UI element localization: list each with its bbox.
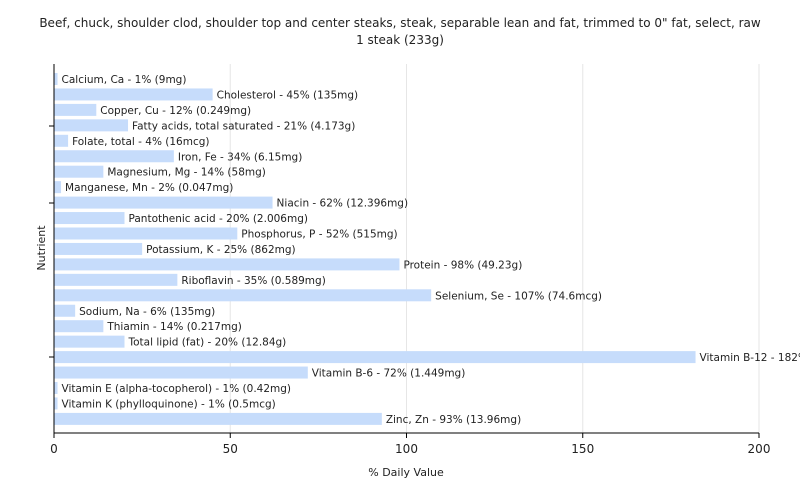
- bar-label: Total lipid (fat) - 20% (12.84g): [128, 337, 287, 349]
- bar: [54, 119, 129, 132]
- chart-title: Beef, chuck, shoulder clod, shoulder top…: [39, 16, 761, 30]
- bar: [54, 212, 125, 225]
- bar-label: Vitamin E (alpha-tocopherol) - 1% (0.42m…: [62, 383, 292, 395]
- bar-label: Phosphorus, P - 52% (515mg): [241, 229, 397, 241]
- bar-label: Potassium, K - 25% (862mg): [146, 244, 296, 256]
- grid-lines: [229, 64, 760, 433]
- bar: [54, 258, 400, 271]
- bar-label: Thiamin - 14% (0.217mg): [106, 321, 242, 333]
- bar: [54, 150, 174, 163]
- bar-label: Vitamin K (phylloquinone) - 1% (0.5mcg): [62, 398, 276, 410]
- bar: [54, 304, 76, 317]
- bar-label: Folate, total - 4% (16mcg): [72, 136, 209, 148]
- bar-label: Fatty acids, total saturated - 21% (4.17…: [132, 120, 355, 132]
- bar-label: Niacin - 62% (12.396mg): [277, 198, 409, 210]
- bar: [54, 196, 273, 209]
- bar: [54, 134, 69, 147]
- x-tick-label: 100: [395, 442, 418, 456]
- bar-label: Cholesterol - 45% (135mg): [217, 89, 359, 101]
- bar: [54, 181, 62, 194]
- bar: [54, 289, 432, 302]
- bar: [54, 320, 104, 333]
- bar: [54, 382, 58, 394]
- bar-label: Calcium, Ca - 1% (9mg): [62, 74, 187, 86]
- x-axis-title: % Daily Value: [368, 466, 444, 479]
- chart-subtitle: 1 steak (233g): [356, 33, 444, 47]
- bar: [54, 351, 696, 364]
- bar-label: Manganese, Mn - 2% (0.047mg): [65, 182, 233, 194]
- bar-label: Vitamin B-6 - 72% (1.449mg): [312, 368, 466, 380]
- bar-label: Selenium, Se - 107% (74.6mcg): [435, 290, 602, 302]
- bar-label: Sodium, Na - 6% (135mg): [79, 306, 215, 318]
- bar-label: Copper, Cu - 12% (0.249mg): [100, 105, 251, 117]
- bar: [54, 242, 143, 255]
- bar-label: Magnesium, Mg - 14% (58mg): [107, 167, 266, 179]
- bar: [54, 397, 58, 410]
- bar-label: Pantothenic acid - 20% (2.006mg): [129, 213, 308, 225]
- bar: [54, 273, 178, 286]
- bar: [54, 412, 382, 425]
- bar-label: Riboflavin - 35% (0.589mg): [181, 275, 325, 287]
- x-tick-label: 50: [223, 442, 238, 456]
- bar: [54, 366, 308, 379]
- bar: [54, 335, 125, 348]
- bar-label: Zinc, Zn - 93% (13.96mg): [386, 414, 521, 426]
- bar: [54, 165, 104, 178]
- x-axis-ticks: 0 50 100 150 200: [50, 433, 770, 456]
- x-tick-label: 150: [571, 442, 594, 456]
- x-tick-label: 200: [748, 442, 771, 456]
- bars: Calcium, Ca - 1% (9mg) Cholesterol - 45% …: [54, 73, 800, 426]
- y-axis-title: Nutrient: [35, 225, 48, 271]
- bar-label: Protein - 98% (49.23g): [403, 259, 522, 271]
- x-tick-label: 0: [50, 442, 58, 456]
- bar: [54, 227, 238, 240]
- bar: [54, 88, 213, 101]
- bar: [54, 73, 58, 85]
- bar-label: Vitamin B-12 - 182% (10.90mcg): [700, 352, 800, 364]
- bar: [54, 103, 97, 116]
- bar-label: Iron, Fe - 34% (6.15mg): [178, 151, 302, 163]
